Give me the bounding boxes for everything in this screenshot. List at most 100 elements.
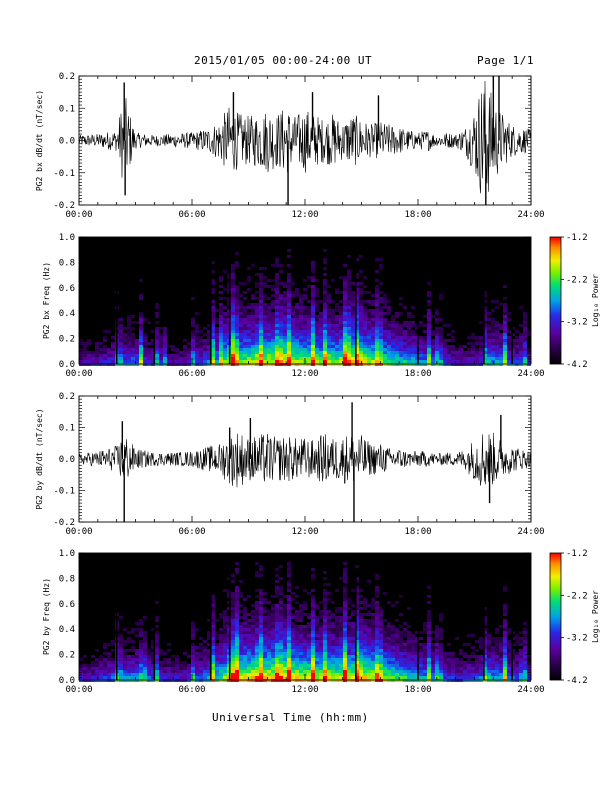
spectrogram-cell bbox=[407, 357, 411, 360]
spectrogram-cell bbox=[355, 676, 359, 679]
spectrogram-cell bbox=[371, 309, 375, 312]
spectrogram-cell bbox=[243, 345, 247, 348]
spectrogram-cell bbox=[347, 631, 351, 634]
spectrogram-cell bbox=[383, 676, 387, 679]
colorbar-segment bbox=[550, 594, 561, 596]
spectrogram-cell bbox=[247, 652, 251, 655]
spectrogram-cell bbox=[351, 643, 355, 646]
colorbar-segment bbox=[550, 246, 561, 248]
spectrogram-cell bbox=[355, 673, 359, 676]
spectrogram-cell bbox=[311, 354, 315, 357]
spectrogram-cell bbox=[375, 342, 379, 345]
spectrogram-cell bbox=[131, 360, 135, 363]
spectrogram-cell bbox=[487, 336, 491, 339]
spectrogram-cell bbox=[223, 613, 227, 616]
spectrogram-cell bbox=[423, 655, 427, 658]
spectrogram-cell bbox=[383, 303, 387, 306]
spectrogram-cell bbox=[123, 643, 127, 646]
spectrogram-cell bbox=[279, 297, 283, 300]
spectrogram-cell bbox=[283, 312, 287, 315]
spectrogram-cell bbox=[439, 363, 443, 366]
spectrogram-cell bbox=[523, 333, 527, 336]
spectrogram-cell bbox=[343, 282, 347, 285]
spectrogram-cell bbox=[347, 276, 351, 279]
x-tick-label: 24:00 bbox=[517, 685, 544, 695]
spectrogram-cell bbox=[127, 339, 131, 342]
spectrogram-cell bbox=[251, 670, 255, 673]
spectrogram-cell bbox=[331, 631, 335, 634]
spectrogram-cell bbox=[231, 637, 235, 640]
spectrogram-cell bbox=[259, 649, 263, 652]
spectrogram-cell bbox=[347, 300, 351, 303]
spectrogram-cell bbox=[283, 643, 287, 646]
spectrogram-cell bbox=[275, 610, 279, 613]
colorbar-tick-label: -2.2 bbox=[566, 275, 588, 285]
spectrogram-cell bbox=[275, 574, 279, 577]
spectrogram-cell bbox=[291, 282, 295, 285]
spectrogram-cell bbox=[339, 360, 343, 363]
spectrogram-cell bbox=[235, 643, 239, 646]
spectrogram-cell bbox=[411, 679, 415, 682]
spectrogram-cell bbox=[191, 357, 195, 360]
spectrogram-cell bbox=[279, 604, 283, 607]
spectrogram-cell bbox=[199, 643, 203, 646]
spectrogram-cell bbox=[239, 646, 243, 649]
spectrogram-cell bbox=[287, 595, 291, 598]
spectrogram-cell bbox=[339, 631, 343, 634]
spectrogram-cell bbox=[163, 333, 167, 336]
spectrogram-cell bbox=[147, 357, 151, 360]
spectrogram-cell bbox=[135, 354, 139, 357]
spectrogram-cell bbox=[167, 661, 171, 664]
spectrogram-cell bbox=[263, 664, 267, 667]
colorbar-segment bbox=[550, 312, 561, 314]
spectrogram-cell bbox=[471, 348, 475, 351]
spectrogram-cell bbox=[499, 676, 503, 679]
spectrogram-cell bbox=[363, 363, 367, 366]
spectrogram-cell bbox=[379, 297, 383, 300]
spectrogram-cell bbox=[499, 670, 503, 673]
spectrogram-cell bbox=[151, 664, 155, 667]
spectrogram-cell bbox=[243, 330, 247, 333]
spectrogram-cell bbox=[311, 309, 315, 312]
spectrogram-cell bbox=[139, 339, 143, 342]
spectrogram-cell bbox=[415, 640, 419, 643]
spectrogram-cell bbox=[487, 345, 491, 348]
spectrogram-cell bbox=[331, 321, 335, 324]
spectrogram-cell bbox=[391, 351, 395, 354]
spectrogram-cell bbox=[507, 357, 511, 360]
spectrogram-cell bbox=[275, 649, 279, 652]
colorbar-segment bbox=[550, 575, 561, 577]
spectrogram-cell bbox=[399, 634, 403, 637]
spectrogram-cell bbox=[483, 345, 487, 348]
spectrogram-cell bbox=[283, 321, 287, 324]
spectrogram-cell bbox=[323, 607, 327, 610]
spectrogram-cell bbox=[507, 318, 511, 321]
spectrogram-cell bbox=[131, 342, 135, 345]
spectrogram-cell bbox=[91, 357, 95, 360]
colorbar-segment bbox=[550, 336, 561, 338]
spectrogram-cell bbox=[99, 655, 103, 658]
spectrogram-cell bbox=[527, 348, 531, 351]
spectrogram-cell bbox=[315, 324, 319, 327]
spectrogram-cell bbox=[327, 646, 331, 649]
spectrogram-cell bbox=[107, 652, 111, 655]
spectrogram-cell bbox=[291, 664, 295, 667]
spectrogram-cell bbox=[319, 300, 323, 303]
spectrogram-cell bbox=[111, 673, 115, 676]
spectrogram-cell bbox=[119, 616, 123, 619]
spectrogram-cell bbox=[487, 634, 491, 637]
spectrogram-cell bbox=[263, 646, 267, 649]
spectrogram-cell bbox=[407, 363, 411, 366]
colorbar-segment bbox=[550, 287, 561, 289]
spectrogram-cell bbox=[339, 643, 343, 646]
spectrogram-cell bbox=[319, 664, 323, 667]
spectrogram-cell bbox=[359, 676, 363, 679]
spectrogram-cell bbox=[279, 565, 283, 568]
spectrogram-cell bbox=[235, 607, 239, 610]
colorbar-segment bbox=[550, 586, 561, 588]
spectrogram-cell bbox=[423, 625, 427, 628]
spectrogram-cell bbox=[315, 619, 319, 622]
spectrogram-cell bbox=[195, 664, 199, 667]
spectrogram-cell bbox=[271, 613, 275, 616]
spectrogram-cell bbox=[319, 610, 323, 613]
